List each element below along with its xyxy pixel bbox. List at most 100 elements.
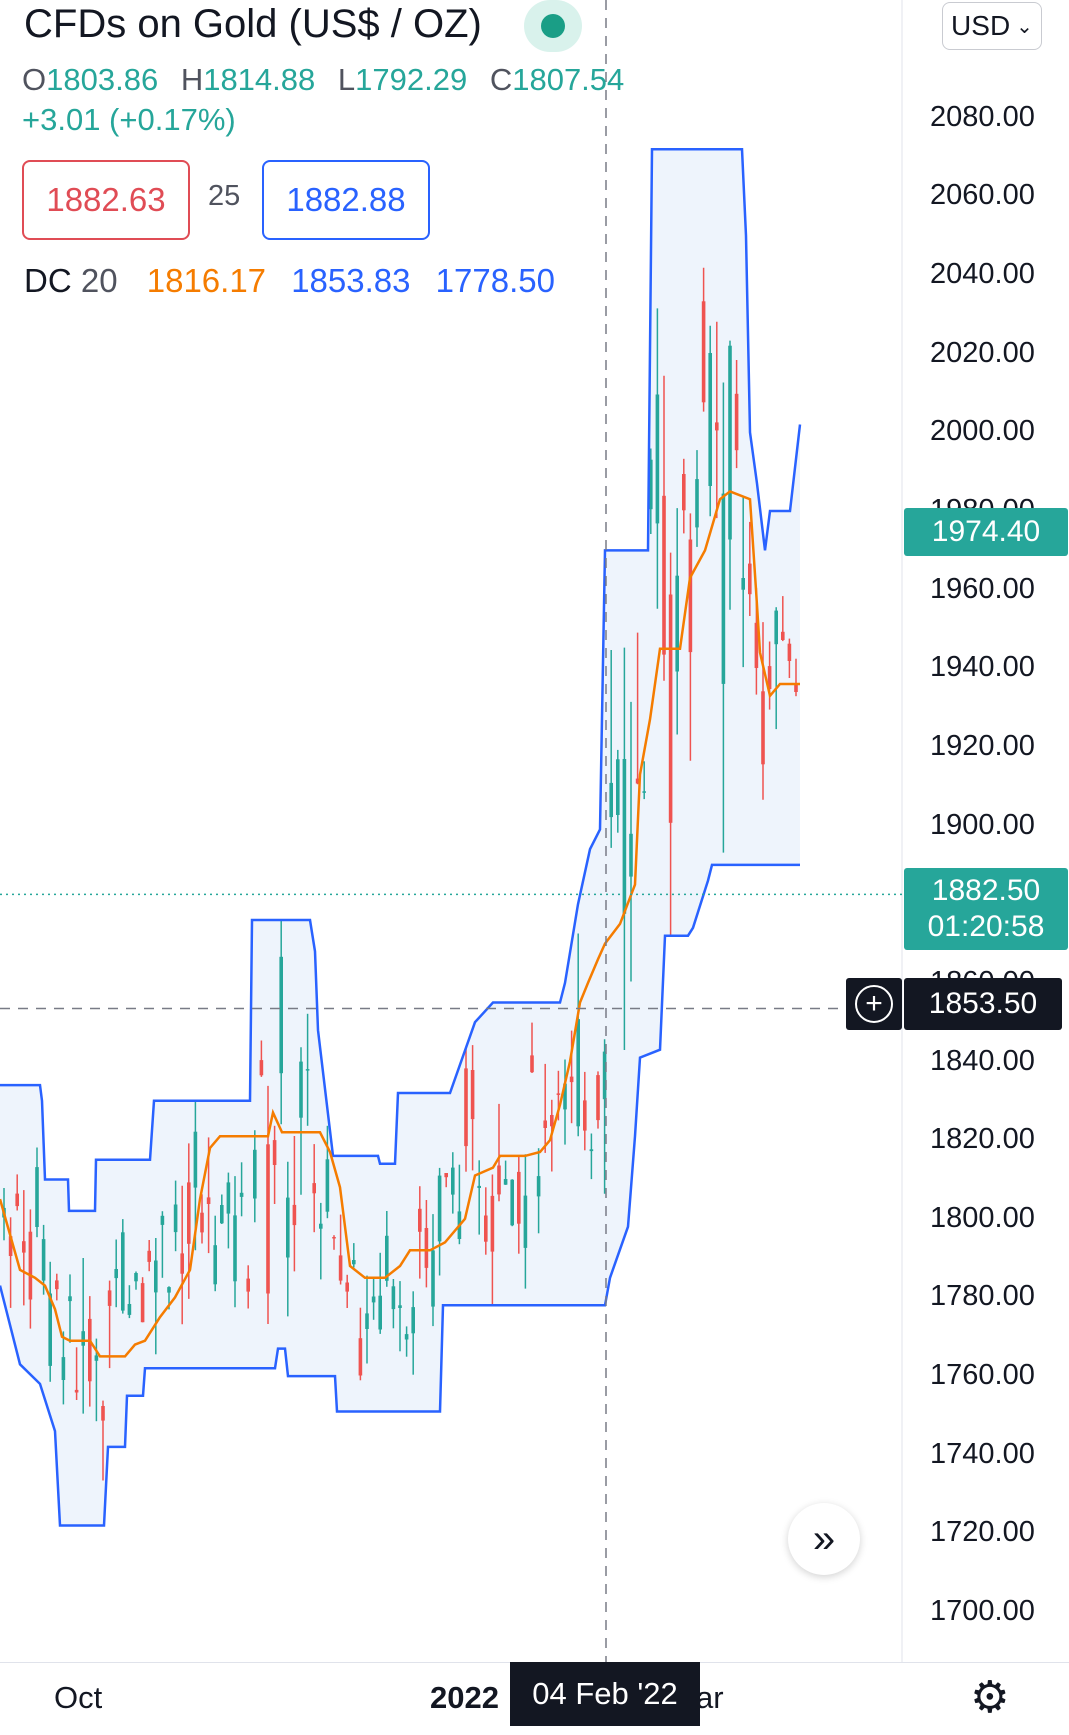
y-tick-label: 1720.00 — [930, 1516, 1035, 1548]
candle-body — [279, 956, 283, 1074]
price-change: +3.01 (+0.17%) — [22, 102, 236, 137]
candle-body — [332, 1237, 336, 1239]
candle-body — [794, 683, 798, 692]
candle-body — [28, 1231, 33, 1300]
ohlc-close-value: 1807.54 — [512, 62, 625, 97]
candle-body — [22, 1241, 26, 1253]
ohlc-open-label: O — [22, 62, 47, 97]
ohlc-high-label: H — [180, 62, 204, 97]
y-tick-label: 1700.00 — [930, 1595, 1035, 1627]
candle-body — [484, 1215, 488, 1242]
candle-body — [220, 1205, 224, 1224]
candle-body — [437, 1175, 442, 1242]
candle-body — [154, 1260, 158, 1293]
ohlc-low-value: 1792.29 — [355, 62, 468, 97]
candle-body — [107, 1290, 112, 1306]
candle-body — [682, 474, 686, 511]
indicator-basis-value: 1816.17 — [146, 262, 267, 299]
candle-body — [173, 1204, 178, 1233]
candle-body — [490, 1195, 495, 1252]
donchian-channel-fill — [0, 149, 800, 1526]
y-tick-label: 2080.00 — [930, 101, 1035, 133]
ohlc-high-value: 1814.88 — [203, 62, 316, 97]
candle-body — [48, 1293, 52, 1366]
candle-body — [715, 422, 719, 431]
candle-body — [266, 1144, 270, 1294]
ohlc-open-value: 1803.86 — [46, 62, 159, 97]
candle-body — [365, 1313, 369, 1329]
symbol-title[interactable]: CFDs on Gold (US$ / OZ) — [24, 2, 482, 46]
candle-body — [701, 301, 706, 403]
bar-countdown: 01:20:58 — [927, 910, 1045, 943]
indicator-name: DC — [24, 262, 72, 299]
candle-body — [517, 1171, 521, 1224]
candle-body — [431, 1250, 435, 1307]
candle-body — [589, 1149, 594, 1152]
indicator-lower-value: 1778.50 — [435, 262, 555, 299]
candle-body — [253, 1149, 257, 1199]
candle-body — [477, 1185, 481, 1188]
candle-body — [748, 563, 752, 595]
y-tick-label: 1760.00 — [930, 1359, 1035, 1391]
candle-body — [286, 1197, 290, 1258]
candle-body — [8, 1236, 13, 1256]
candle-body — [140, 1283, 145, 1323]
candle-body — [325, 1159, 330, 1212]
candle-body — [121, 1232, 125, 1311]
candle-body — [655, 394, 660, 524]
candle-body — [180, 1253, 184, 1274]
candle-body — [272, 1140, 277, 1165]
candle-body — [411, 1307, 415, 1334]
y-tick-label: 2000.00 — [930, 415, 1035, 447]
candle-body — [787, 643, 792, 661]
candle-body — [81, 1331, 85, 1346]
settings-gear-icon[interactable]: ⚙ — [970, 1673, 1010, 1722]
currency-dropdown[interactable]: USD ⌄ — [942, 2, 1042, 50]
candle-body — [774, 610, 778, 645]
add-crosshair-icon[interactable]: + — [846, 978, 902, 1030]
candle-body — [649, 459, 653, 510]
sell-price-button[interactable]: 1882.63 — [22, 160, 190, 240]
candle-body — [35, 1167, 39, 1227]
candle-body — [781, 631, 785, 640]
candle-body — [530, 1055, 534, 1073]
candle-body — [754, 622, 759, 668]
candle-body — [206, 1197, 211, 1204]
donchian-basis-line — [0, 489, 800, 1358]
candle-body — [510, 1179, 514, 1226]
candle-body — [609, 782, 613, 818]
candle-body — [503, 1179, 508, 1185]
candle-body — [616, 759, 620, 815]
candle-body — [583, 1100, 587, 1131]
y-tick-label: 2020.00 — [930, 337, 1035, 369]
indicator-upper-value: 1853.83 — [291, 262, 411, 299]
candle-body — [602, 1051, 607, 1100]
buy-price-button[interactable]: 1882.88 — [262, 160, 430, 240]
candle-body — [88, 1318, 92, 1382]
candle-body — [193, 1131, 198, 1188]
candle-body — [550, 1115, 554, 1127]
donchian-lower-line — [0, 863, 800, 1527]
candle-body — [563, 1083, 567, 1110]
candle-body — [200, 1212, 204, 1233]
candle-body — [662, 495, 666, 655]
candle-body — [543, 1120, 547, 1128]
candle-body — [134, 1273, 138, 1282]
candle-body — [728, 345, 732, 540]
candle-body — [246, 1278, 250, 1292]
candle-body — [160, 1215, 165, 1225]
candle-body — [761, 691, 765, 765]
candle-body — [15, 1193, 19, 1207]
candle-body — [556, 1093, 561, 1095]
candle-body — [708, 353, 712, 486]
candle-body — [358, 1338, 363, 1376]
candle-body — [114, 1269, 118, 1279]
scroll-right-icon[interactable]: » — [788, 1503, 860, 1575]
donchian-upper-line — [0, 148, 802, 1213]
donchian-legend[interactable]: DC 20 1816.17 1853.83 1778.50 — [24, 262, 555, 300]
candle-body — [464, 1068, 468, 1147]
chevron-down-icon: ⌄ — [1016, 15, 1033, 38]
candle-body — [424, 1228, 429, 1268]
candle-body — [345, 1282, 349, 1292]
